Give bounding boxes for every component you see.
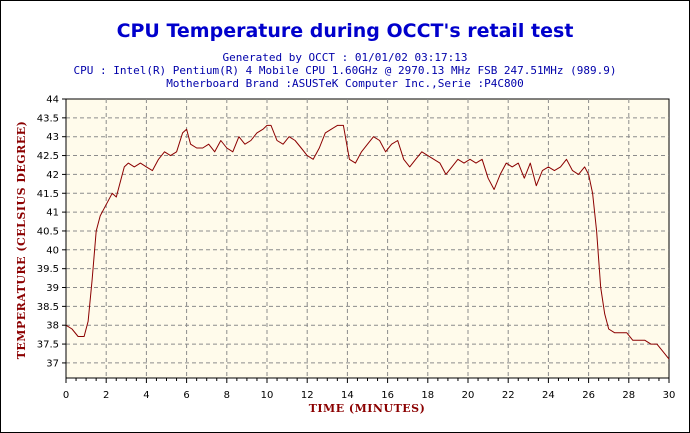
x-tick-label: 30 [663, 390, 676, 401]
temperature-series-line [65, 124, 670, 360]
y-tick-labels: 37 37.5 38 38.5 39 39.5 40 40.5 41 41.5 42 42.5 43 43… [37, 95, 59, 370]
x-tick-label: 14 [341, 390, 354, 401]
y-tick-label: 44 [46, 95, 59, 106]
x-tick-label: 6 [183, 390, 189, 401]
x-tick-label: 18 [421, 390, 434, 401]
y-tick-label: 38 [46, 321, 59, 332]
x-tick-labels: 0 2 4 6 8 10 12 14 16 18 20 22 24 26 28 30 [63, 390, 676, 401]
y-tick-label: 42 [46, 170, 59, 181]
x-tick-label: 20 [462, 390, 475, 401]
y-tick-label: 43 [46, 132, 59, 143]
x-tick-label: 16 [381, 390, 394, 401]
series-layer [65, 124, 670, 360]
x-tick-label: 10 [261, 390, 274, 401]
x-tick-label: 24 [542, 390, 555, 401]
x-tick-label: 12 [301, 390, 314, 401]
x-tick-label: 0 [63, 390, 69, 401]
grid [66, 99, 669, 378]
x-tick-label: 22 [502, 390, 515, 401]
y-tick-label: 41.5 [37, 189, 59, 200]
x-tick-label: 26 [582, 390, 595, 401]
y-axis-title: TEMPERATURE (CELSIUS DEGREE) [15, 121, 28, 360]
x-tick-label: 2 [103, 390, 109, 401]
y-tick-label: 40 [46, 245, 59, 256]
subtitle-cpu: CPU : Intel(R) Pentium(R) 4 Mobile CPU 1… [73, 64, 617, 77]
y-tick-label: 37 [46, 358, 59, 369]
y-tick-label: 37.5 [37, 340, 59, 351]
subtitle-generated: Generated by OCCT : 01/01/02 03:17:13 [222, 51, 468, 64]
y-tick-label: 43.5 [37, 113, 59, 124]
y-tick-label: 41 [46, 208, 59, 219]
y-tick-label: 42.5 [37, 151, 59, 162]
y-tick-label: 39.5 [37, 264, 59, 275]
x-axis-title: TIME (MINUTES) [309, 402, 426, 415]
x-tick-label: 8 [224, 390, 230, 401]
plot-area [65, 98, 670, 379]
x-tick-label: 4 [143, 390, 149, 401]
y-tick-label: 40.5 [37, 226, 59, 237]
y-tick-label: 39 [46, 283, 59, 294]
y-tick-label: 38.5 [37, 302, 59, 313]
chart-title: CPU Temperature during OCCT's retail tes… [116, 20, 574, 42]
subtitle-motherboard: Motherboard Brand :ASUSTeK Computer Inc.… [166, 77, 524, 90]
x-tick-label: 28 [622, 390, 635, 401]
